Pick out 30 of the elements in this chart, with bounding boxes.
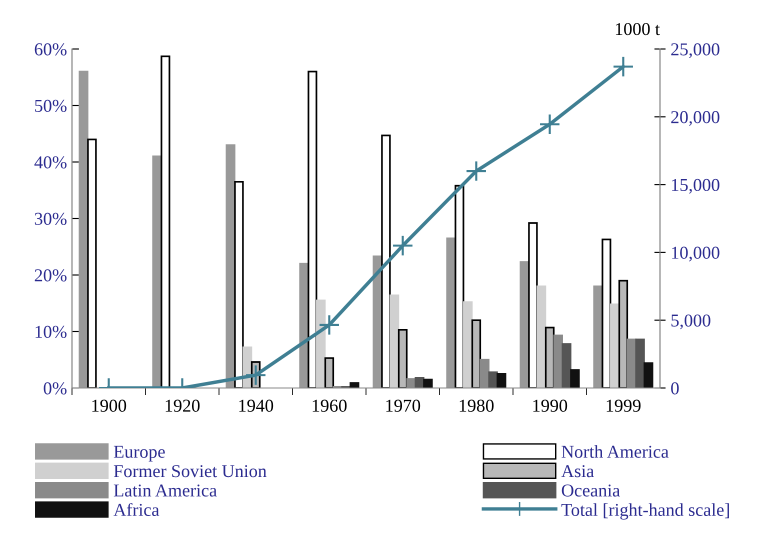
legend-label: Total [right-hand scale] bbox=[561, 503, 729, 520]
y-tick-label: 20% bbox=[34, 269, 67, 282]
y-tick-label: 10% bbox=[36, 326, 67, 338]
x-tick-label: 1900 bbox=[92, 400, 126, 412]
x-tick-label: 1999 bbox=[606, 400, 641, 412]
x-tick-label: 1960 bbox=[312, 400, 347, 412]
legend-label: Oceania bbox=[562, 484, 620, 497]
x-tick-label: 1990 bbox=[533, 400, 568, 412]
legend-label: Former Soviet Union bbox=[114, 465, 267, 478]
legend-label: Europe bbox=[114, 446, 165, 462]
legend-label: Asia bbox=[561, 465, 594, 478]
y2-tick-label: 20,000 bbox=[671, 111, 720, 126]
x-tick-label: 1970 bbox=[386, 400, 420, 412]
x-tick-label: 1940 bbox=[239, 400, 274, 412]
y2-tick-label: 10,000 bbox=[672, 246, 720, 262]
x-tick-label: 1920 bbox=[166, 400, 200, 412]
y2-tick-label: 15,000 bbox=[672, 178, 720, 194]
y2-tick-label: 5,000 bbox=[671, 314, 710, 330]
y-tick-label: 30% bbox=[34, 212, 67, 225]
y-tick-label: 0% bbox=[44, 382, 67, 394]
y2-tick-label: 0 bbox=[671, 382, 679, 394]
y-tick-label: 40% bbox=[34, 156, 67, 168]
x-tick-label: 1980 bbox=[460, 400, 494, 412]
y2-axis-title: 1000 t bbox=[616, 22, 660, 36]
legend-label: Latin America bbox=[114, 484, 217, 497]
legend-label: North America bbox=[562, 445, 669, 458]
y2-tick-label: 25,000 bbox=[671, 43, 720, 58]
y-tick-label: 50% bbox=[35, 100, 67, 112]
legend-label: Africa bbox=[114, 503, 160, 516]
y-tick-label: 60% bbox=[34, 43, 67, 56]
